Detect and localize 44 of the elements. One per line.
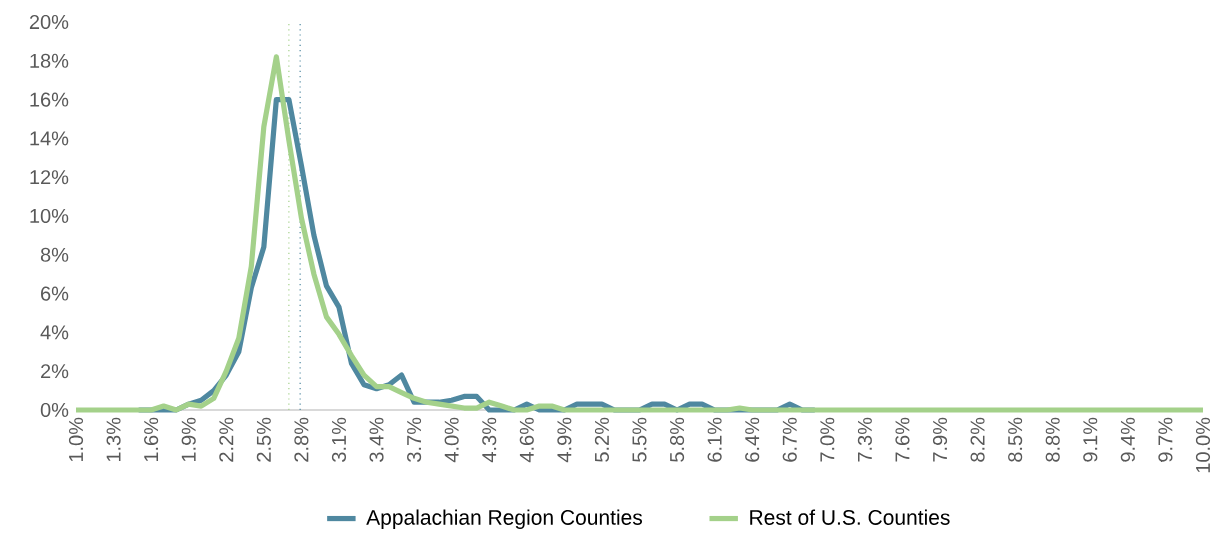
y-tick-label: 14% [30,131,69,146]
y-tick-label: 6% [41,286,69,301]
x-tick-label: 4.0% [444,417,459,463]
x-tick-label: 3.4% [369,417,384,462]
x-tick-label: 6.7% [782,417,797,462]
x-tick-label: 4.9% [557,417,572,463]
x-tick-label: 8.2% [970,417,985,462]
x-tick-label: 1.0% [68,417,84,462]
x-tick-label: 2.5% [256,417,271,462]
x-tick-label: 9.1% [1083,417,1098,462]
y-tick-label: 4% [40,325,69,340]
y-tick-label: 18% [30,53,69,68]
x-tick-label: 4.3% [482,417,497,463]
x-tick-label: 5.8% [669,417,685,462]
x-tick-label: 8.8% [1045,417,1060,462]
x-tick-label: 1.3% [106,417,121,462]
y-tick-label: 20% [29,14,69,30]
x-tick-label: 3.1% [331,417,347,462]
y-tick-label: 10% [30,208,69,224]
y-tick-label: 0% [40,402,69,418]
y-tick-label: 16% [30,92,69,107]
legend-label: Appalachian Region Counties [366,509,643,530]
x-tick-label: 2.2% [219,417,234,462]
x-tick-label: 1.6% [144,417,159,462]
y-tick-label: 2% [41,364,69,379]
x-tick-label: 5.5% [632,417,647,462]
x-tick-label: 6.4% [745,417,760,462]
x-tick-label: 5.2% [594,417,609,462]
x-tick-label: 3.7% [407,417,422,462]
x-tick-label: 10.0% [1195,417,1211,473]
x-tick-label: 6.1% [707,417,722,462]
x-tick-label: 1.9% [181,417,196,462]
x-tick-label: 4.6% [519,417,534,463]
y-tick-label: 8% [40,247,69,262]
x-tick-label: 2.8% [294,417,309,462]
x-tick-label: 9.7% [1158,417,1173,462]
y-tick-label: 12% [30,170,69,185]
x-tick-label: 7.9% [932,417,948,462]
x-tick-label: 9.4% [1120,417,1135,462]
x-tick-label: 7.6% [895,417,910,462]
legend-label: Rest of U.S. Counties [750,509,950,525]
x-tick-label: 7.0% [820,417,835,462]
x-tick-label: 7.3% [857,417,872,462]
x-tick-label: 8.5% [1008,417,1023,462]
